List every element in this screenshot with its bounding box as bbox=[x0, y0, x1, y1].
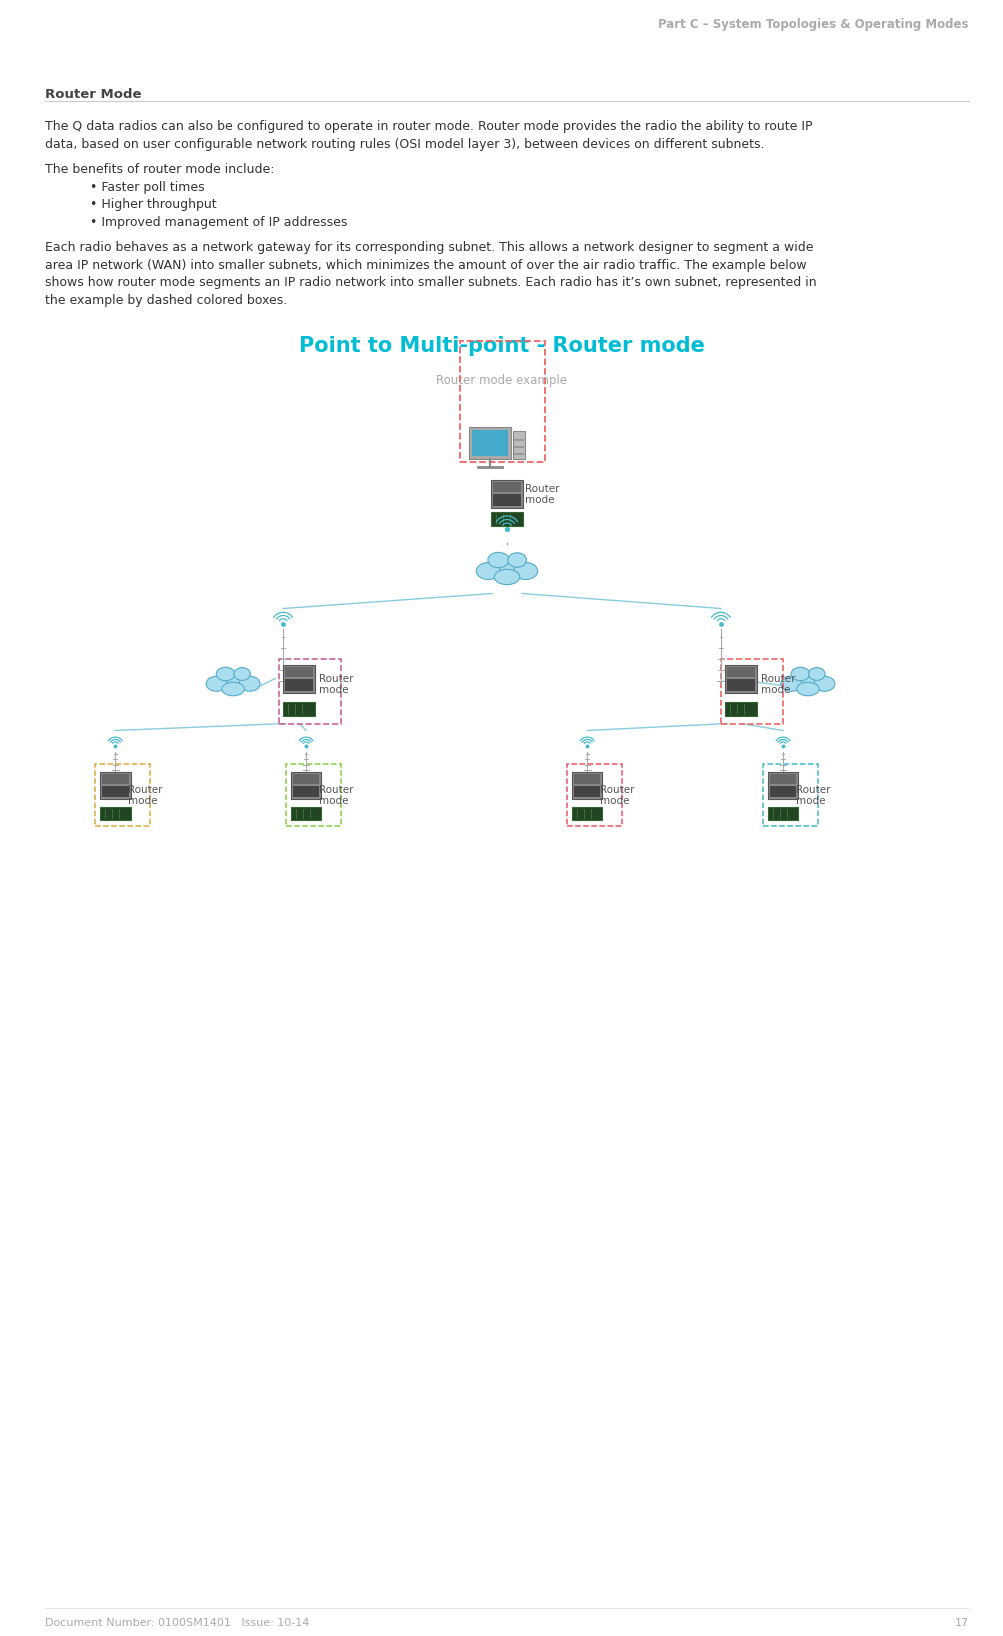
Text: The benefits of router mode include:: The benefits of router mode include: bbox=[45, 164, 274, 177]
Bar bbox=[724, 664, 756, 692]
Ellipse shape bbox=[792, 672, 821, 690]
Bar bbox=[514, 453, 524, 455]
Ellipse shape bbox=[795, 682, 818, 695]
Text: Document Number: 0100SM1401   Issue: 10-14: Document Number: 0100SM1401 Issue: 10-14 bbox=[45, 1618, 309, 1628]
Text: data, based on user configurable network routing rules (OSI model layer 3), betw: data, based on user configurable network… bbox=[45, 137, 763, 151]
Bar bbox=[767, 772, 797, 798]
Bar bbox=[769, 774, 795, 784]
Text: Router Mode: Router Mode bbox=[45, 88, 141, 101]
Text: Point to Multi-point - Router mode: Point to Multi-point - Router mode bbox=[299, 335, 704, 355]
Text: Router
mode: Router mode bbox=[760, 674, 794, 695]
Text: Router
mode: Router mode bbox=[600, 785, 634, 807]
Bar bbox=[767, 807, 797, 820]
Bar bbox=[513, 430, 525, 458]
Bar bbox=[459, 340, 545, 461]
Bar bbox=[95, 764, 150, 826]
Bar bbox=[285, 667, 313, 677]
Text: Part C – System Topologies & Operating Modes: Part C – System Topologies & Operating M… bbox=[658, 18, 968, 31]
Bar bbox=[574, 787, 600, 797]
Ellipse shape bbox=[490, 558, 523, 579]
Text: area IP network (WAN) into smaller subnets, which minimizes the amount of over t: area IP network (WAN) into smaller subne… bbox=[45, 258, 805, 272]
Ellipse shape bbox=[508, 553, 526, 568]
Bar bbox=[468, 427, 511, 458]
Bar bbox=[102, 787, 128, 797]
Bar bbox=[567, 764, 622, 826]
Bar bbox=[291, 807, 321, 820]
Bar bbox=[769, 787, 795, 797]
Ellipse shape bbox=[807, 667, 824, 681]
Bar bbox=[726, 679, 754, 690]
Bar bbox=[291, 772, 321, 798]
Bar bbox=[471, 430, 508, 455]
Text: Router
mode: Router mode bbox=[128, 785, 162, 807]
Bar bbox=[293, 787, 319, 797]
Ellipse shape bbox=[239, 676, 260, 692]
Bar bbox=[762, 764, 817, 826]
Ellipse shape bbox=[493, 569, 520, 584]
Text: Router
mode: Router mode bbox=[319, 674, 353, 695]
Bar bbox=[490, 479, 523, 507]
Bar bbox=[285, 679, 313, 690]
Text: the example by dashed colored boxes.: the example by dashed colored boxes. bbox=[45, 293, 287, 306]
Text: The Q data radios can also be configured to operate in router mode. Router mode : The Q data radios can also be configured… bbox=[45, 119, 811, 133]
Text: Router
mode: Router mode bbox=[319, 785, 353, 807]
Ellipse shape bbox=[216, 667, 235, 681]
Ellipse shape bbox=[790, 667, 809, 681]
Text: shows how router mode segments an IP radio network into smaller subnets. Each ra: shows how router mode segments an IP rad… bbox=[45, 276, 815, 290]
Bar bbox=[514, 438, 524, 440]
Bar bbox=[490, 512, 523, 525]
Bar bbox=[279, 659, 341, 723]
Ellipse shape bbox=[234, 667, 250, 681]
Bar bbox=[724, 702, 756, 715]
Text: Router mode example: Router mode example bbox=[436, 373, 567, 386]
Ellipse shape bbox=[514, 563, 537, 579]
Text: 17: 17 bbox=[954, 1618, 968, 1628]
Bar bbox=[492, 494, 521, 506]
Ellipse shape bbox=[219, 672, 247, 690]
Text: • Faster poll times: • Faster poll times bbox=[90, 180, 205, 193]
Bar bbox=[286, 764, 341, 826]
Bar bbox=[574, 774, 600, 784]
Ellipse shape bbox=[487, 553, 509, 568]
Bar bbox=[572, 807, 602, 820]
Ellipse shape bbox=[813, 676, 834, 692]
Bar bbox=[726, 667, 754, 677]
Text: Router
mode: Router mode bbox=[525, 484, 559, 506]
Bar bbox=[720, 659, 782, 723]
Text: Each radio behaves as a network gateway for its corresponding subnet. This allow: Each radio behaves as a network gateway … bbox=[45, 240, 812, 254]
Text: Router
mode: Router mode bbox=[795, 785, 829, 807]
Bar bbox=[293, 774, 319, 784]
Text: • Improved management of IP addresses: • Improved management of IP addresses bbox=[90, 216, 347, 229]
Bar bbox=[492, 481, 521, 491]
Text: • Higher throughput: • Higher throughput bbox=[90, 198, 217, 211]
Bar bbox=[283, 664, 315, 692]
Bar bbox=[514, 445, 524, 448]
Ellipse shape bbox=[780, 676, 801, 692]
Bar bbox=[100, 772, 130, 798]
Ellipse shape bbox=[206, 676, 227, 692]
Bar bbox=[102, 774, 128, 784]
Ellipse shape bbox=[476, 563, 499, 579]
Bar bbox=[283, 702, 315, 715]
Bar bbox=[572, 772, 602, 798]
Ellipse shape bbox=[222, 682, 244, 695]
Bar bbox=[100, 807, 130, 820]
